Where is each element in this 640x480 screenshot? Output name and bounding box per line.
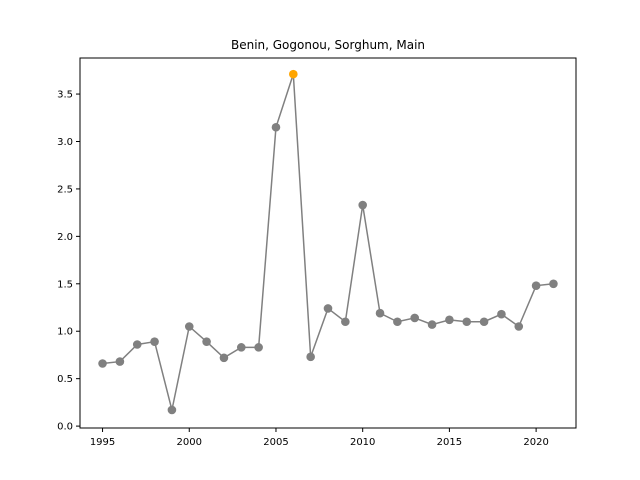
data-point — [445, 315, 454, 325]
axes-layer — [79, 57, 577, 429]
x-tick-label: 2005 — [263, 437, 288, 448]
data-point — [479, 317, 489, 327]
data-point — [341, 317, 350, 327]
x-tick-label: 2020 — [523, 437, 548, 448]
data-point — [410, 313, 420, 323]
chart-title: Benin, Gogonou, Sorghum, Main — [231, 38, 425, 52]
data-point — [306, 352, 315, 362]
data-point — [202, 337, 211, 346]
data-point — [514, 322, 524, 331]
data-point — [497, 309, 506, 319]
data-point — [531, 281, 541, 290]
highlighted-point — [289, 69, 298, 79]
x-axis-ticks: 1995 2000 2005 2010 2015 2020 — [90, 428, 549, 448]
data-point — [271, 122, 281, 132]
y-tick-label: 1.0 — [57, 327, 73, 338]
data-point — [98, 359, 107, 368]
y-tick-label: 2.5 — [57, 184, 73, 195]
y-tick-label: 2.0 — [57, 232, 73, 243]
data-point — [115, 357, 125, 366]
y-tick-label: 0.5 — [57, 374, 73, 385]
plot-frame — [79, 57, 577, 429]
y-tick-label: 1.5 — [57, 279, 73, 290]
x-tick-label: 2000 — [177, 437, 202, 448]
data-point — [323, 304, 333, 313]
data-point — [167, 405, 177, 415]
x-tick-label: 2010 — [350, 437, 375, 448]
data-point — [427, 320, 437, 329]
data-point — [549, 279, 558, 289]
data-point — [358, 200, 367, 210]
data-point — [132, 340, 142, 349]
data-point — [184, 322, 194, 331]
data-point — [462, 317, 472, 327]
x-tick-label: 1995 — [90, 437, 115, 448]
x-tick-label: 2015 — [437, 437, 462, 448]
y-tick-label: 3.0 — [57, 137, 73, 148]
y-axis-ticks: 0.0 0.5 1.0 1.5 2.0 2.5 3.0 3.5 — [57, 90, 80, 433]
data-point — [219, 353, 229, 363]
series-layer — [98, 69, 558, 415]
data-point — [393, 317, 402, 327]
data-point — [254, 343, 263, 352]
y-tick-label: 3.5 — [57, 90, 73, 101]
data-point — [150, 337, 159, 346]
y-tick-label: 0.0 — [57, 422, 73, 433]
data-point — [375, 308, 385, 318]
data-point — [236, 343, 246, 352]
